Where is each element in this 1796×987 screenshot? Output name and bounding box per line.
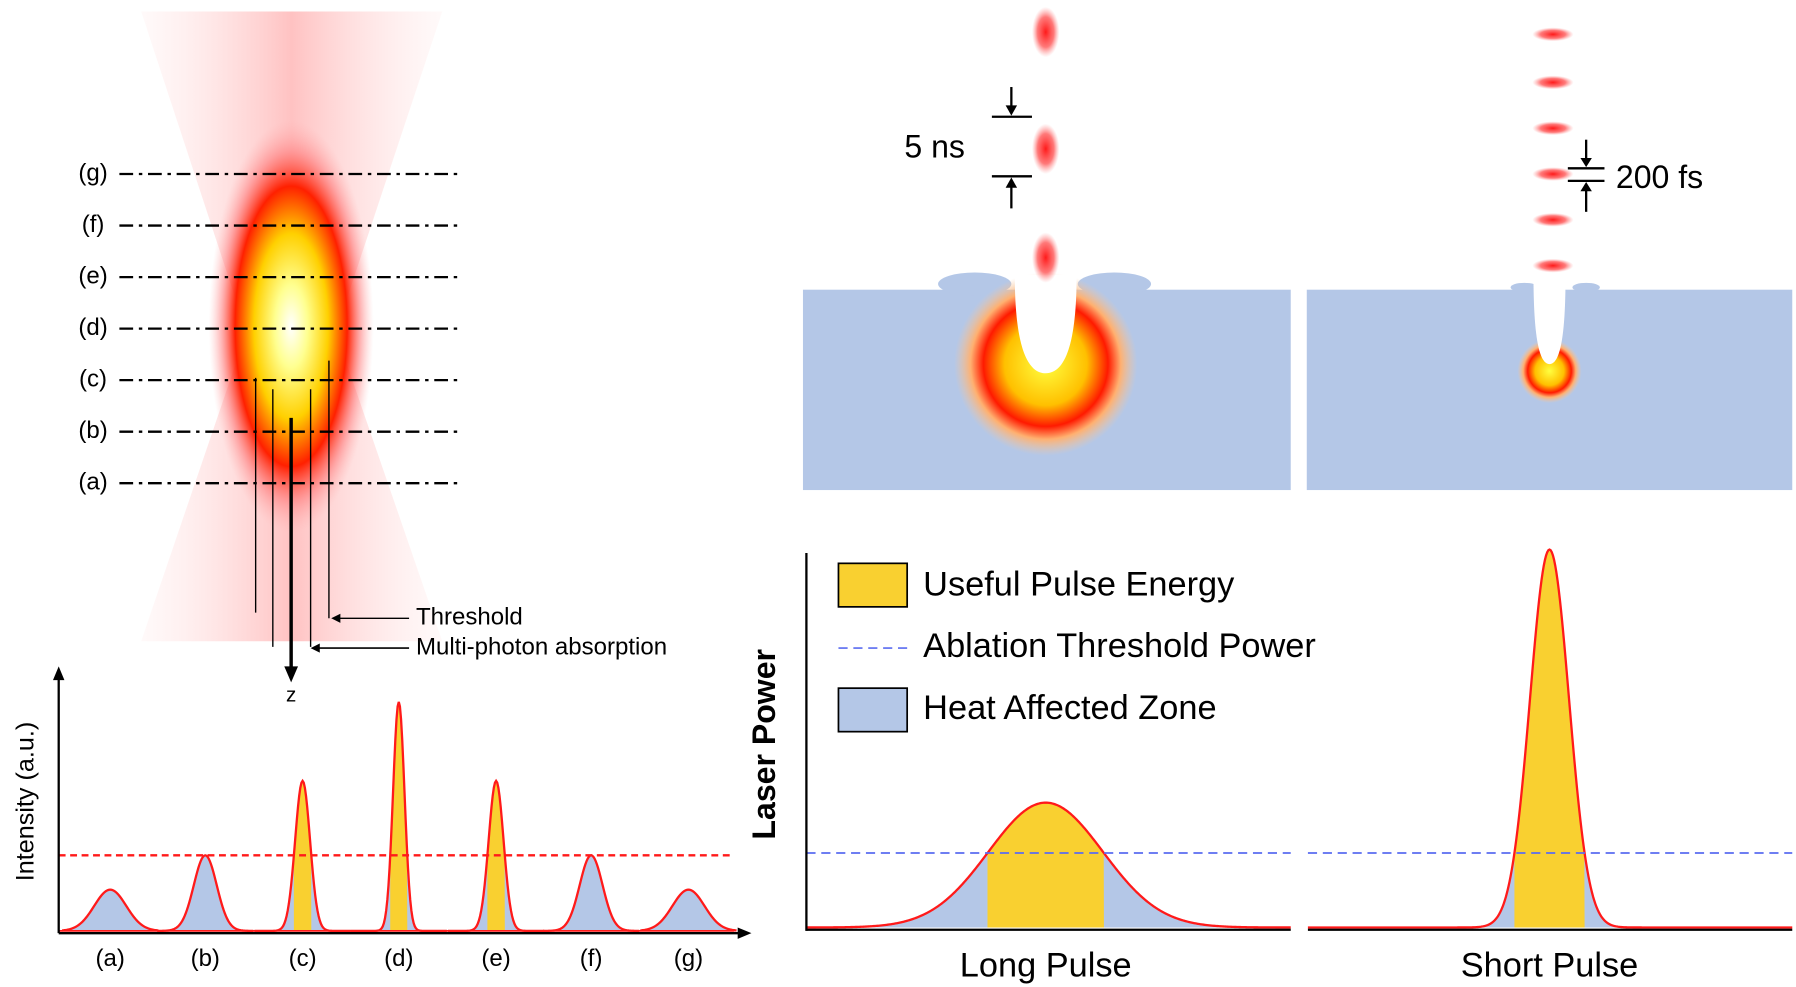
threshold-label: Threshold (416, 604, 523, 631)
category-label: (g) (674, 945, 703, 972)
arrowhead (1580, 182, 1592, 192)
y-axis-label: Laser Power (746, 649, 782, 840)
laser-pulse (1532, 27, 1574, 42)
axis-arrow (737, 927, 752, 939)
useful-energy (987, 802, 1104, 928)
duration-label: 200 fs (1616, 159, 1703, 195)
pulse-curve (62, 888, 159, 932)
laser-pulse (1532, 75, 1574, 90)
legend-label: Ablation Threshold Power (923, 627, 1316, 665)
pulse-curve (640, 888, 737, 932)
ejecta (1572, 282, 1600, 292)
laser-pulse (1532, 212, 1574, 227)
laser-pulse (1532, 258, 1574, 273)
pulse-curve (806, 801, 1291, 929)
laser-pulse (1031, 232, 1060, 283)
plane-label: (a) (78, 469, 107, 496)
arrowhead (1005, 177, 1018, 188)
category-label: (f) (580, 945, 603, 972)
plane-label: (b) (78, 417, 107, 444)
category-label: (b) (191, 945, 220, 972)
plane-label: (e) (78, 262, 107, 289)
plane-label: (d) (78, 314, 107, 341)
panel-label: Long Pulse (960, 947, 1132, 985)
z-label: z (286, 684, 296, 707)
beam-focus (208, 120, 374, 533)
plane-label: (g) (78, 159, 107, 186)
y-axis-label: Intensity (a.u.) (11, 722, 39, 882)
z-arrowhead (284, 666, 299, 683)
pulse-curve (157, 854, 254, 933)
legend-swatch (837, 687, 909, 733)
duration-label: 5 ns (904, 128, 965, 164)
crater (1533, 274, 1566, 365)
arrowhead (1005, 105, 1018, 116)
leader-arrow (310, 643, 320, 653)
legend-label: Heat Affected Zone (923, 689, 1216, 727)
absorption-label: Multi-photon absorption (416, 633, 667, 660)
ejecta (1510, 282, 1539, 292)
plane-label: (c) (79, 365, 107, 392)
arrowhead (1580, 158, 1592, 168)
category-label: (d) (384, 945, 413, 972)
category-label: (c) (289, 945, 317, 972)
laser-pulse (1532, 121, 1574, 136)
leader-arrow (331, 613, 341, 623)
laser-pulse (1031, 6, 1060, 58)
crater (1014, 274, 1077, 374)
useful-energy (1514, 549, 1585, 928)
heat-zone (640, 889, 737, 931)
heat-zone (157, 855, 254, 931)
pulse-curve (1307, 548, 1793, 929)
axis-arrow (52, 666, 65, 681)
legend-label: Useful Pulse Energy (923, 565, 1235, 603)
laser-pulse (1532, 167, 1574, 181)
category-label: (e) (481, 945, 510, 972)
legend-swatch (837, 562, 909, 608)
plane-label: (f) (82, 211, 105, 238)
heat-glow (1517, 338, 1582, 404)
panel-label: Short Pulse (1461, 947, 1639, 985)
heat-zone (62, 889, 159, 931)
heat-zone (543, 855, 640, 931)
category-label: (a) (96, 945, 125, 972)
laser-pulse (1031, 123, 1060, 175)
